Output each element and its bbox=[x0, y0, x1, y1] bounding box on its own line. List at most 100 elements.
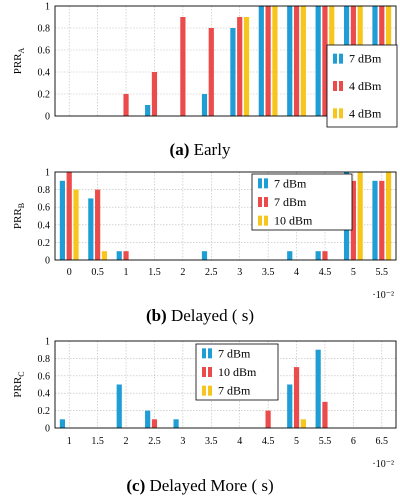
legend-box bbox=[251, 173, 353, 231]
x-tick-label: 0 bbox=[67, 267, 72, 278]
bar-blue bbox=[315, 6, 321, 116]
x-tick-label: 6.5 bbox=[376, 436, 389, 447]
bar-red bbox=[237, 17, 243, 116]
legend-swatch-red bbox=[264, 197, 268, 207]
bar-red bbox=[322, 6, 328, 116]
y-tick-label: 0.6 bbox=[38, 46, 51, 57]
bar-red bbox=[123, 251, 129, 260]
x-tick-label: 1.5 bbox=[91, 436, 104, 447]
bar-blue bbox=[315, 349, 321, 428]
legend-swatch-blue bbox=[202, 348, 206, 359]
bar-blue bbox=[287, 6, 293, 116]
legend-swatch-yellow bbox=[202, 385, 206, 396]
bar-red bbox=[151, 419, 158, 428]
y-tick-label: 0.6 bbox=[38, 371, 51, 382]
y-axis-label-main: PRR bbox=[12, 208, 24, 229]
chart-panel-2: 0 0.2 0.4 0.6 0.8 1 1 1.5 2 2.5 3 3.5 4 4.5 5 5.5 6 6.5 ·1… bbox=[12, 337, 397, 495]
x-tick-label: 4 bbox=[294, 267, 299, 278]
y-tick-label: 0 bbox=[45, 256, 50, 267]
y-tick-label: 0.4 bbox=[38, 68, 51, 79]
bar-red bbox=[322, 251, 328, 260]
y-tick-label: 0 bbox=[45, 112, 50, 123]
bar-yellow bbox=[357, 172, 363, 260]
y-axis-label-main: PRR bbox=[12, 53, 24, 74]
legend-swatch-red bbox=[202, 367, 206, 377]
legend-label: 10 dBm bbox=[218, 365, 257, 379]
bar-blue bbox=[315, 251, 321, 260]
legend-label: 4 dBm bbox=[349, 106, 382, 120]
bar-blue bbox=[372, 180, 378, 260]
bar-blue bbox=[116, 384, 122, 428]
caption-text: Early bbox=[194, 140, 231, 159]
bar-red bbox=[293, 6, 300, 116]
legend-swatch-blue bbox=[208, 348, 212, 359]
legend-label: 10 dBm bbox=[274, 214, 313, 228]
bar-yellow bbox=[300, 6, 306, 116]
panel-caption: (c) Delayed More ( s) bbox=[126, 476, 273, 495]
bar-yellow bbox=[243, 17, 250, 116]
legend-swatch-yellow bbox=[264, 215, 268, 226]
bar-blue bbox=[59, 180, 66, 260]
bar-red bbox=[123, 94, 129, 116]
legend-swatch-blue bbox=[258, 178, 262, 189]
legend-swatch-red bbox=[258, 197, 262, 207]
x-tick-label: 2 bbox=[180, 267, 185, 278]
y-axis-label-sub: B bbox=[17, 203, 26, 208]
y-tick-label: 0.8 bbox=[38, 354, 51, 365]
x-tick-label: 3.5 bbox=[262, 267, 275, 278]
y-axis-label: PRRA bbox=[12, 47, 26, 74]
legend-swatch-red bbox=[333, 81, 337, 91]
x-tick-label: 3.5 bbox=[205, 436, 218, 447]
legend-label: 7 dBm bbox=[218, 384, 251, 398]
x-tick-label: 1 bbox=[67, 436, 72, 447]
legend: 7 dBm 7 dBm 10 dBm bbox=[251, 173, 353, 231]
legend-swatch-yellow bbox=[258, 215, 262, 226]
bar-red bbox=[322, 401, 328, 428]
bar-blue bbox=[173, 419, 179, 428]
legend-label: 7 dBm bbox=[274, 195, 307, 209]
y-axis-label-sub: A bbox=[17, 47, 26, 53]
y-axis-label: PRRC bbox=[12, 371, 26, 397]
bar-blue bbox=[145, 410, 151, 428]
legend-label: 7 dBm bbox=[349, 52, 382, 66]
x-tick-label: 4.5 bbox=[262, 436, 275, 447]
y-tick-label: 1 bbox=[45, 2, 50, 13]
legend-swatch-blue bbox=[333, 53, 337, 64]
y-tick-label: 0.2 bbox=[38, 238, 51, 249]
caption-letter: (a) bbox=[170, 140, 194, 159]
bar-blue bbox=[201, 94, 208, 116]
y-tick-label: 0.4 bbox=[38, 220, 51, 231]
y-tick-label: 0 bbox=[45, 424, 50, 435]
y-axis-label-main: PRR bbox=[12, 376, 24, 397]
x-tick-label: 3 bbox=[180, 436, 185, 447]
bar-blue bbox=[230, 28, 236, 116]
caption-text: Delayed More ( s) bbox=[149, 476, 273, 495]
legend-label: 7 dBm bbox=[274, 176, 307, 190]
x-tick-label: 2.5 bbox=[148, 436, 161, 447]
bar-yellow bbox=[385, 172, 392, 260]
plot-frame bbox=[54, 340, 397, 429]
legend-swatch-red bbox=[339, 81, 343, 91]
bar-red bbox=[66, 172, 72, 260]
y-tick-label: 1 bbox=[45, 337, 50, 348]
plot-frame bbox=[54, 171, 397, 261]
bar-blue bbox=[201, 251, 208, 260]
bar-red bbox=[379, 180, 385, 260]
x-tick-label: 5 bbox=[294, 436, 299, 447]
legend-swatch-red bbox=[208, 367, 212, 377]
caption-text: Delayed ( s) bbox=[171, 306, 254, 325]
x-tick-label: 4.5 bbox=[319, 267, 332, 278]
legend-swatch-yellow bbox=[339, 108, 343, 119]
legend-label: 7 dBm bbox=[218, 346, 251, 360]
y-tick-label: 0.2 bbox=[38, 90, 51, 101]
y-tick-label: 1 bbox=[45, 168, 50, 179]
bar-blue bbox=[116, 251, 122, 260]
x-tick-label: 2.5 bbox=[205, 267, 218, 278]
bar-red bbox=[350, 180, 356, 260]
bar-blue bbox=[287, 251, 293, 260]
x-tick-label: 5.5 bbox=[376, 267, 389, 278]
bar-blue bbox=[59, 419, 66, 428]
bar-red bbox=[208, 28, 214, 116]
x-tick-label: 1.5 bbox=[148, 267, 161, 278]
